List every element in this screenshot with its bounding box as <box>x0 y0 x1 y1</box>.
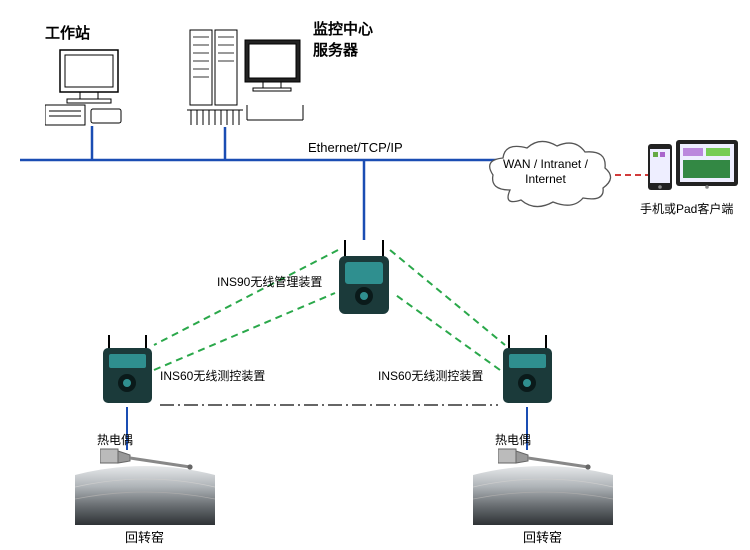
wdev-right-label: INS60无线测控装置 <box>378 367 483 384</box>
gateway-label: INS90无线管理装置 <box>217 273 322 290</box>
wireless-device-left <box>100 335 155 405</box>
server-node <box>185 25 305 125</box>
mobile-node <box>648 140 738 195</box>
ethernet-label: Ethernet/TCP/IP <box>308 140 403 155</box>
wireless-device-right <box>500 335 555 405</box>
workstation-label: 工作站 <box>45 22 90 43</box>
kiln-right <box>473 463 613 523</box>
kiln-left <box>75 463 215 523</box>
workstation-node <box>45 45 140 125</box>
server-label: 监控中心 服务器 <box>313 18 373 60</box>
gateway-node <box>335 240 393 315</box>
cloud-label: WAN / Intranet / Internet <box>503 157 588 187</box>
kiln-right-label: 回转窑 <box>523 527 562 546</box>
kiln-left-label: 回转窑 <box>125 527 164 546</box>
mobile-label: 手机或Pad客户端 <box>640 200 733 217</box>
wdev-left-label: INS60无线测控装置 <box>160 367 265 384</box>
